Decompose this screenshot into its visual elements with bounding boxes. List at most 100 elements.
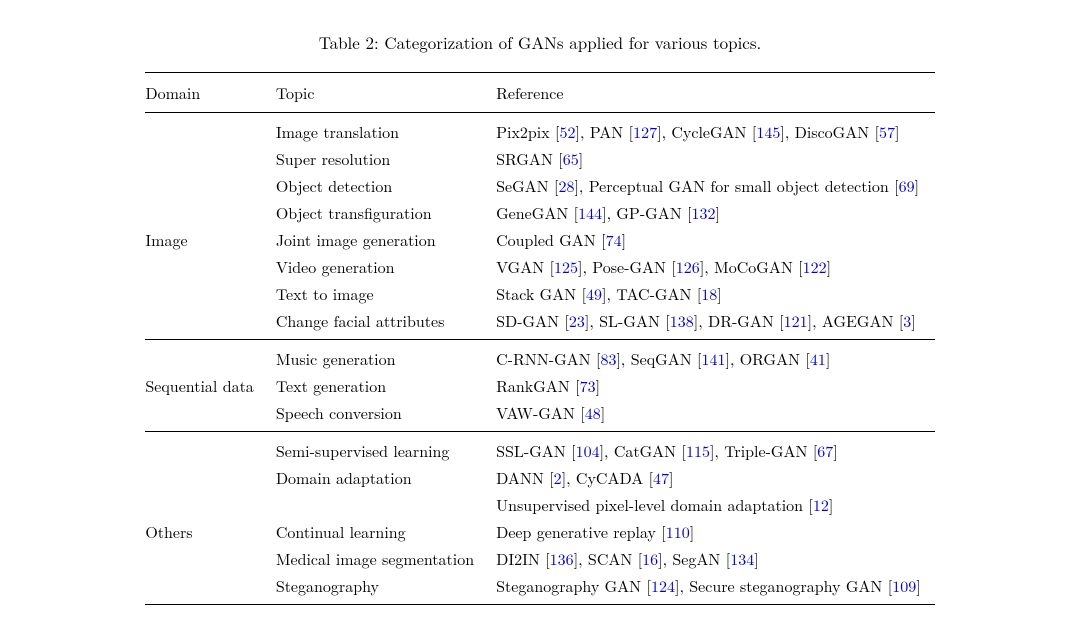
citation-link[interactable]: 122 xyxy=(803,255,827,278)
citation-link[interactable]: 109 xyxy=(892,574,916,597)
domain-cell xyxy=(145,464,275,491)
col-topic: Topic xyxy=(276,73,496,113)
table-row: Object detectionSeGAN [28], Perceptual G… xyxy=(145,172,934,199)
domain-cell xyxy=(145,253,275,280)
col-domain: Domain xyxy=(145,73,275,113)
caption-text: Categorization of GANs applied for vario… xyxy=(384,30,761,54)
table-row: ImageJoint image generationCoupled GAN [… xyxy=(145,226,934,253)
topic-cell: Super resolution xyxy=(276,145,496,172)
domain-cell xyxy=(145,340,275,373)
topic-cell: Text generation xyxy=(276,372,496,399)
citation-link[interactable]: 136 xyxy=(550,547,574,570)
citation-link[interactable]: 67 xyxy=(817,439,833,462)
table-header-row: Domain Topic Reference xyxy=(145,73,934,113)
citation-link[interactable]: 124 xyxy=(651,574,675,597)
caption-prefix: Table 2: xyxy=(319,30,379,54)
reference-cell: DANN [2], CyCADA [47] xyxy=(496,464,935,491)
topic-cell: Domain adaptation xyxy=(276,464,496,491)
topic-cell: Object detection xyxy=(276,172,496,199)
reference-cell: VAW-GAN [48] xyxy=(496,399,935,432)
citation-link[interactable]: 52 xyxy=(559,120,575,143)
domain-cell xyxy=(145,280,275,307)
domain-cell: Image xyxy=(145,226,275,253)
table-row: Sequential dataText generationRankGAN [7… xyxy=(145,372,934,399)
citation-link[interactable]: 57 xyxy=(879,120,895,143)
domain-cell xyxy=(145,572,275,605)
table-row: Semi-supervised learningSSL-GAN [104], C… xyxy=(145,432,934,465)
gan-categorization-table: Domain Topic Reference Image translation… xyxy=(145,72,934,605)
topic-cell: Semi-supervised learning xyxy=(276,432,496,465)
table-row: Object transfigurationGeneGAN [144], GP-… xyxy=(145,199,934,226)
reference-cell: Pix2pix [52], PAN [127], CycleGAN [145],… xyxy=(496,113,935,146)
domain-cell xyxy=(145,113,275,146)
citation-link[interactable]: 28 xyxy=(558,174,574,197)
reference-cell: VGAN [125], Pose-GAN [126], MoCoGAN [122… xyxy=(496,253,935,280)
reference-cell: SRGAN [65] xyxy=(496,145,935,172)
citation-link[interactable]: 47 xyxy=(653,466,669,489)
citation-link[interactable]: 134 xyxy=(730,547,754,570)
citation-link[interactable]: 138 xyxy=(670,309,694,332)
citation-link[interactable]: 69 xyxy=(899,174,915,197)
table-row: Domain adaptationDANN [2], CyCADA [47] xyxy=(145,464,934,491)
table-row: Super resolutionSRGAN [65] xyxy=(145,145,934,172)
reference-cell: Steganography GAN [124], Secure steganog… xyxy=(496,572,935,605)
reference-cell: SeGAN [28], Perceptual GAN for small obj… xyxy=(496,172,935,199)
table-row: Medical image segmentationDI2IN [136], S… xyxy=(145,545,934,572)
topic-cell: Video generation xyxy=(276,253,496,280)
reference-cell: SD-GAN [23], SL-GAN [138], DR-GAN [121],… xyxy=(496,307,935,340)
citation-link[interactable]: 141 xyxy=(701,347,725,370)
table-section: Music generationC-RNN-GAN [83], SeqGAN [… xyxy=(145,340,934,432)
table-row: Speech conversionVAW-GAN [48] xyxy=(145,399,934,432)
reference-cell: Unsupervised pixel-level domain adaptati… xyxy=(496,491,935,518)
table-section: Semi-supervised learningSSL-GAN [104], C… xyxy=(145,432,934,605)
reference-cell: Deep generative replay [110] xyxy=(496,518,935,545)
citation-link[interactable]: 18 xyxy=(701,282,717,305)
table-row: Change facial attributesSD-GAN [23], SL-… xyxy=(145,307,934,340)
reference-cell: DI2IN [136], SCAN [16], SegAN [134] xyxy=(496,545,935,572)
citation-link[interactable]: 132 xyxy=(692,201,716,224)
citation-link[interactable]: 48 xyxy=(585,401,601,424)
citation-link[interactable]: 2 xyxy=(554,466,562,489)
citation-link[interactable]: 127 xyxy=(633,120,657,143)
topic-cell: Change facial attributes xyxy=(276,307,496,340)
domain-cell xyxy=(145,307,275,340)
topic-cell xyxy=(276,491,496,518)
citation-link[interactable]: 12 xyxy=(813,493,829,516)
table-row: OthersContinual learningDeep generative … xyxy=(145,518,934,545)
reference-cell: Coupled GAN [74] xyxy=(496,226,935,253)
citation-link[interactable]: 83 xyxy=(600,347,616,370)
citation-link[interactable]: 121 xyxy=(784,309,808,332)
domain-cell xyxy=(145,199,275,226)
citation-link[interactable]: 74 xyxy=(606,228,622,251)
citation-link[interactable]: 125 xyxy=(554,255,578,278)
reference-cell: SSL-GAN [104], CatGAN [115], Triple-GAN … xyxy=(496,432,935,465)
citation-link[interactable]: 23 xyxy=(569,309,585,332)
citation-link[interactable]: 73 xyxy=(580,374,596,397)
topic-cell: Object transfiguration xyxy=(276,199,496,226)
table-row: Music generationC-RNN-GAN [83], SeqGAN [… xyxy=(145,340,934,373)
reference-cell: C-RNN-GAN [83], SeqGAN [141], ORGAN [41] xyxy=(496,340,935,373)
citation-link[interactable]: 16 xyxy=(642,547,658,570)
table-row: Text to imageStack GAN [49], TAC-GAN [18… xyxy=(145,280,934,307)
domain-cell xyxy=(145,145,275,172)
table-row: SteganographySteganography GAN [124], Se… xyxy=(145,572,934,605)
col-reference: Reference xyxy=(496,73,935,113)
citation-link[interactable]: 65 xyxy=(563,147,579,170)
citation-link[interactable]: 104 xyxy=(576,439,600,462)
citation-link[interactable]: 115 xyxy=(686,439,710,462)
citation-link[interactable]: 144 xyxy=(578,201,602,224)
citation-link[interactable]: 49 xyxy=(586,282,602,305)
citation-link[interactable]: 126 xyxy=(676,255,700,278)
topic-cell: Text to image xyxy=(276,280,496,307)
citation-link[interactable]: 145 xyxy=(756,120,780,143)
reference-cell: GeneGAN [144], GP-GAN [132] xyxy=(496,199,935,226)
reference-cell: RankGAN [73] xyxy=(496,372,935,399)
citation-link[interactable]: 41 xyxy=(810,347,826,370)
topic-cell: Medical image segmentation xyxy=(276,545,496,572)
table-row: Unsupervised pixel-level domain adaptati… xyxy=(145,491,934,518)
topic-cell: Music generation xyxy=(276,340,496,373)
topic-cell: Joint image generation xyxy=(276,226,496,253)
citation-link[interactable]: 110 xyxy=(666,520,690,543)
domain-cell: Others xyxy=(145,518,275,545)
table-caption: Table 2: Categorization of GANs applied … xyxy=(40,30,1040,54)
